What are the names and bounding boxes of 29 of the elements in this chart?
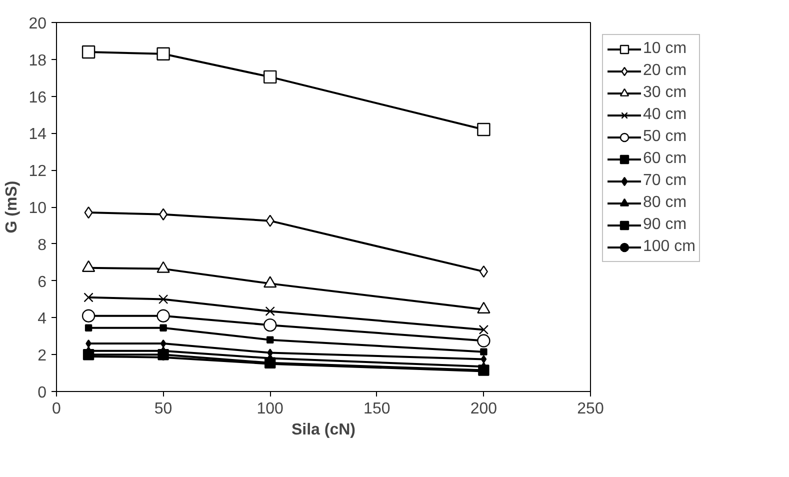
x-tick-label: 100 [256, 400, 284, 418]
legend-label: 60 cm [643, 149, 687, 169]
y-tick-label: 10 [28, 200, 47, 217]
legend-label: 80 cm [643, 193, 687, 213]
x-tick-label: 50 [154, 400, 172, 418]
y-tick-label: 2 [38, 348, 47, 365]
legend-label: 70 cm [643, 171, 687, 191]
y-tick-label: 14 [28, 126, 47, 144]
y-tick-label: 6 [38, 274, 47, 291]
x-axis-title: Sila (cN) [291, 422, 356, 438]
legend-label: 20 cm [643, 61, 687, 81]
y-axis-title: G (mS) [4, 180, 21, 234]
y-tick-label: 4 [38, 310, 47, 328]
legend-label: 90 cm [643, 215, 687, 235]
x-tick-label: 250 [577, 400, 604, 418]
y-tick-label: 20 [28, 16, 47, 32]
x-tick-label: 150 [364, 400, 390, 418]
y-tick-label: 12 [28, 163, 47, 180]
y-tick-label: 16 [28, 89, 47, 106]
x-tick-label: 0 [52, 400, 62, 418]
y-tick-label: 0 [38, 384, 47, 402]
y-tick-label: 18 [28, 52, 47, 70]
x-tick-label: 200 [470, 400, 498, 418]
legend-label: 40 cm [643, 105, 687, 125]
legend-label: 10 cm [643, 39, 687, 59]
legend-label: 100 cm [643, 237, 696, 257]
legend-label: 50 cm [643, 127, 687, 147]
legend-label: 30 cm [643, 83, 687, 103]
y-tick-label: 8 [38, 236, 47, 254]
